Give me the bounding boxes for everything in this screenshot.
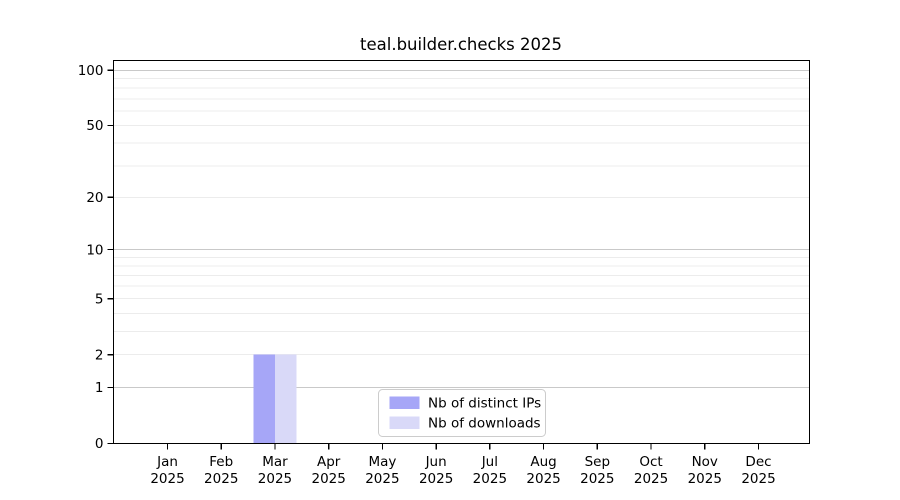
x-tick-label-month: Jan — [156, 454, 178, 470]
x-tick-label-year: 2025 — [473, 471, 507, 487]
x-tick-label-year: 2025 — [741, 471, 775, 487]
y-tick-label: 5 — [95, 291, 104, 307]
y-tick-label: 1 — [95, 380, 104, 396]
legend-label-series1: Nb of downloads — [428, 416, 541, 432]
x-tick-label-month: Apr — [317, 454, 341, 470]
legend: Nb of distinct IPs Nb of downloads — [378, 389, 546, 437]
x-tick-label-year: 2025 — [419, 471, 453, 487]
x-tick-label-month: Nov — [692, 454, 718, 470]
x-tick-label-month: Jul — [481, 454, 498, 470]
x-tick-label-month: Oct — [639, 454, 662, 470]
x-tick-label-month: Dec — [745, 454, 771, 470]
legend-box — [378, 389, 546, 437]
y-tick-label: 20 — [86, 190, 103, 206]
x-tick-label-year: 2025 — [634, 471, 668, 487]
chart-title: teal.builder.checks 2025 — [360, 35, 562, 54]
y-tick-label: 2 — [95, 347, 104, 363]
x-tick-label-year: 2025 — [365, 471, 399, 487]
plot-border — [112, 59, 811, 445]
x-tick-label-year: 2025 — [312, 471, 346, 487]
x-tick-label-year: 2025 — [258, 471, 292, 487]
legend-label-series0: Nb of distinct IPs — [428, 396, 541, 412]
legend-swatch-series1 — [389, 416, 420, 429]
x-tick-label-year: 2025 — [688, 471, 722, 487]
x-tick-label-month: Jun — [425, 454, 447, 470]
x-tick-label-year: 2025 — [150, 471, 184, 487]
y-tick-label: 10 — [86, 242, 103, 258]
x-tick-label-month: Feb — [209, 454, 233, 470]
y-tick-label: 50 — [86, 118, 103, 134]
x-tick-label-year: 2025 — [526, 471, 560, 487]
x-tick-label-month: Sep — [585, 454, 610, 470]
bar-mar-series1 — [274, 354, 297, 444]
legend-swatch-series0 — [389, 396, 420, 409]
x-tick-label-month: May — [368, 454, 396, 470]
y-tick-label: 100 — [78, 63, 104, 79]
x-tick-label-month: Aug — [530, 454, 556, 470]
x-tick-label-year: 2025 — [580, 471, 614, 487]
bar-mar-series0 — [253, 354, 275, 444]
x-tick-label-month: Mar — [262, 454, 288, 470]
y-tick-label: 0 — [95, 436, 104, 452]
x-tick-label-year: 2025 — [204, 471, 238, 487]
